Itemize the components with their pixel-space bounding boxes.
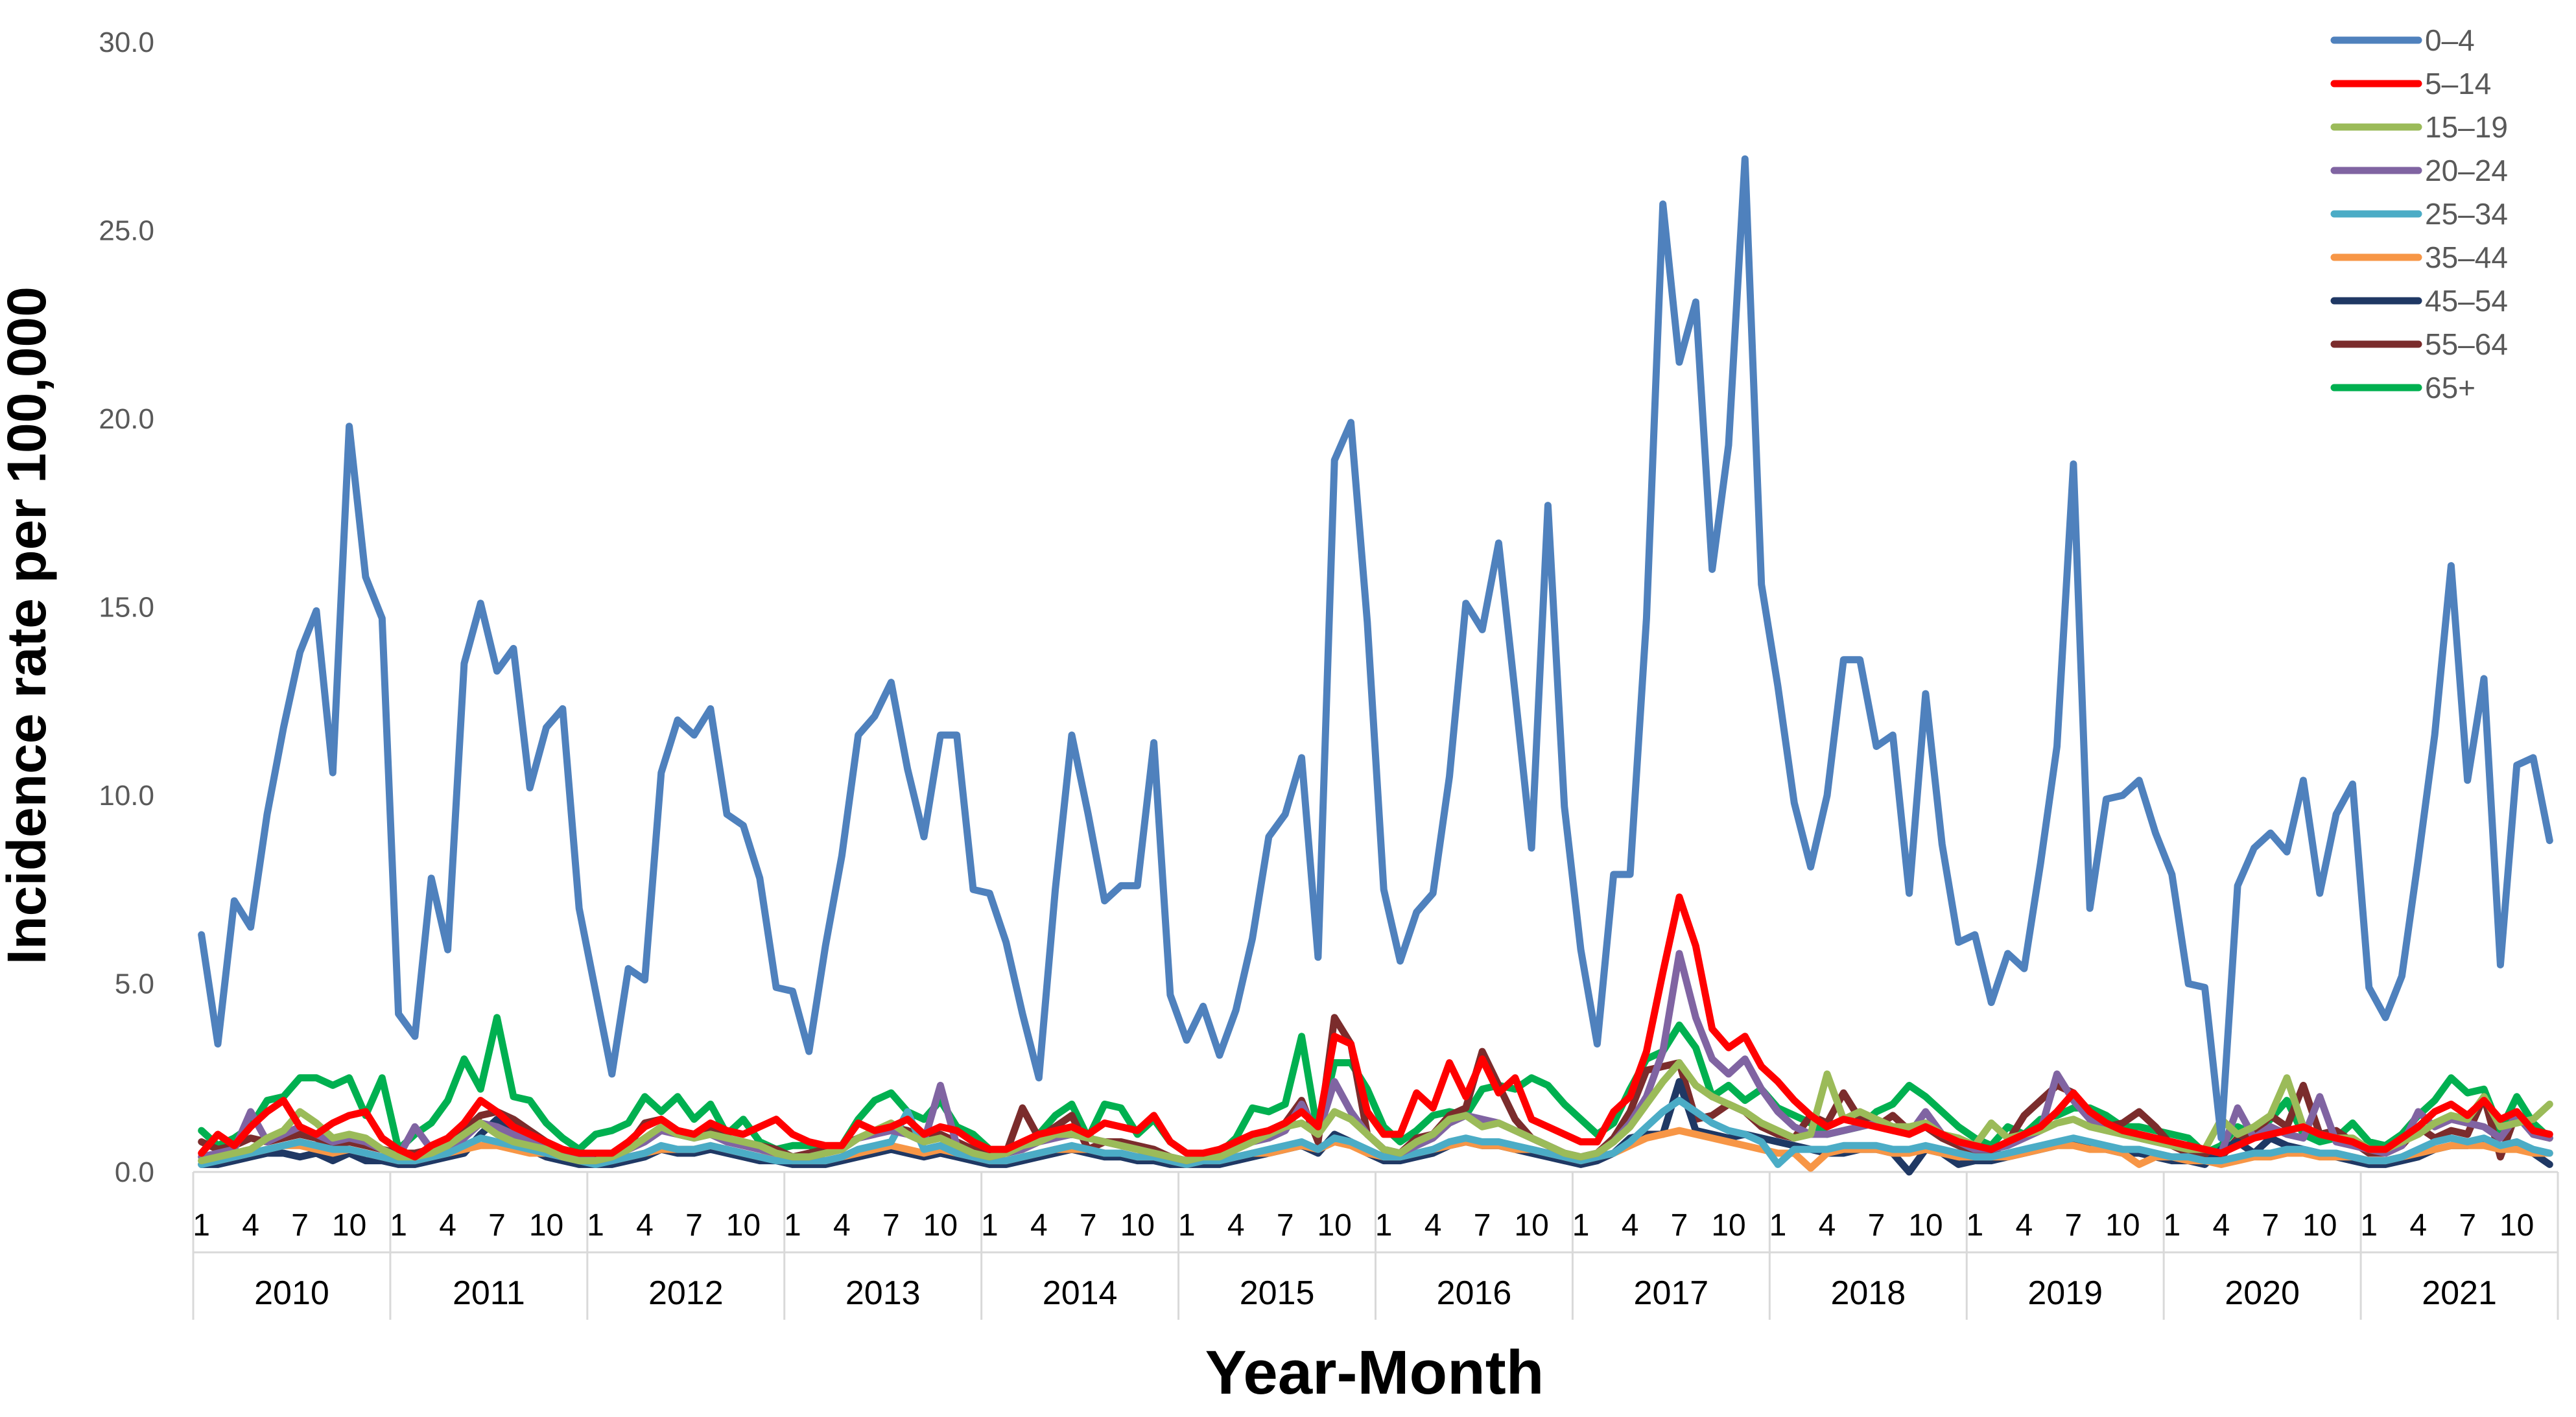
month-tick-label: 1 [193,1208,210,1243]
month-tick-label: 10 [2499,1208,2534,1243]
year-label: 2019 [2027,1274,2103,1312]
month-tick-label: 1 [1375,1208,1393,1243]
month-tick-label: 4 [833,1208,851,1243]
series-line-15–19 [198,1059,2553,1165]
year-label: 2014 [1043,1274,1118,1312]
month-tick-label: 10 [529,1208,563,1243]
legend-label: 35–44 [2425,240,2508,274]
month-tick-label: 1 [2163,1208,2180,1243]
month-tick-label: 4 [636,1208,654,1243]
year-label: 2013 [845,1274,921,1312]
legend-label: 15–19 [2425,110,2508,144]
month-tick-label: 1 [2360,1208,2378,1243]
month-tick-label: 1 [1967,1208,1984,1243]
x-axis-title: Year-Month [1205,1338,1544,1407]
year-label: 2020 [2225,1274,2300,1312]
month-tick-label: 10 [2105,1208,2140,1243]
y-tick-label: 30.0 [99,27,154,58]
legend-label: 5–14 [2425,67,2491,100]
month-tick-label: 7 [882,1208,900,1243]
month-tick-label: 10 [1120,1208,1155,1243]
year-label: 2011 [453,1274,525,1312]
month-tick-label: 4 [2212,1208,2230,1243]
month-tick-label: 10 [1908,1208,1943,1243]
y-axis-title: Incidence rate per 100,000 [0,287,57,965]
month-tick-label: 4 [242,1208,259,1243]
month-tick-label: 1 [784,1208,801,1243]
legend-label: 20–24 [2425,154,2508,187]
series-line-65+ [198,1014,2553,1157]
legend-label: 45–54 [2425,284,2508,318]
month-tick-label: 10 [923,1208,958,1243]
month-tick-label: 4 [1227,1208,1245,1243]
y-tick-label: 20.0 [99,403,154,435]
month-tick-label: 7 [2065,1208,2083,1243]
series-lines-layer [198,155,2553,1176]
y-tick-label: 10.0 [99,780,154,812]
month-tick-label: 4 [2409,1208,2427,1243]
legend-label: 0–4 [2425,23,2475,57]
month-tick-label: 7 [2262,1208,2279,1243]
year-label: 2021 [2422,1274,2497,1312]
month-tick-label: 10 [2302,1208,2337,1243]
legend-label: 55–64 [2425,327,2508,361]
year-label: 2015 [1240,1274,1315,1312]
series-line-0–4 [198,155,2553,1142]
month-tick-label: 7 [685,1208,703,1243]
y-tick-label: 0.0 [115,1156,154,1188]
legend: 0–4 5–14 15–19 20–24 25–34 35–44 45–54 55–64 65+ [2330,23,2508,404]
y-tick-label: 5.0 [115,968,154,1000]
month-tick-label: 7 [1080,1208,1097,1243]
month-tick-label: 1 [390,1208,407,1243]
month-tick-label: 7 [488,1208,506,1243]
month-tick-label: 4 [2016,1208,2033,1243]
month-tick-label: 4 [1622,1208,1639,1243]
month-tick-label: 7 [1671,1208,1688,1243]
month-tick-label: 10 [332,1208,366,1243]
month-tick-label: 4 [1030,1208,1048,1243]
month-tick-label: 4 [1819,1208,1836,1243]
year-label: 2012 [648,1274,724,1312]
y-tick-label: 25.0 [99,215,154,247]
y-tick-label: 15.0 [99,592,154,624]
month-tick-label: 10 [1317,1208,1351,1243]
month-tick-label: 10 [1711,1208,1745,1243]
legend-label: 65+ [2425,371,2476,404]
month-tick-label: 1 [1769,1208,1787,1243]
year-label: 2016 [1437,1274,1512,1312]
month-tick-label: 1 [981,1208,998,1243]
year-label: 2017 [1634,1274,1709,1312]
month-tick-label: 1 [1178,1208,1196,1243]
year-label: 2018 [1830,1274,1906,1312]
month-tick-label: 1 [587,1208,604,1243]
month-tick-label: 7 [2459,1208,2476,1243]
month-tick-label: 10 [726,1208,761,1243]
month-tick-label: 10 [1514,1208,1548,1243]
series-line-5–14 [198,893,2553,1161]
month-tick-label: 4 [1424,1208,1442,1243]
month-tick-label: 7 [291,1208,309,1243]
month-tick-label: 4 [439,1208,456,1243]
year-label: 2010 [254,1274,329,1312]
month-tick-label: 7 [1277,1208,1294,1243]
month-tick-label: 7 [1474,1208,1491,1243]
legend-label: 25–34 [2425,197,2508,231]
month-tick-label: 7 [1868,1208,1885,1243]
month-tick-label: 1 [1572,1208,1590,1243]
